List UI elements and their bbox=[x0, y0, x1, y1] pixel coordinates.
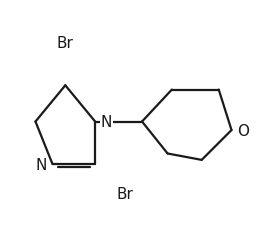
Text: Br: Br bbox=[116, 187, 134, 202]
Text: Br: Br bbox=[57, 36, 74, 51]
Text: N: N bbox=[101, 114, 112, 129]
Text: N: N bbox=[36, 157, 47, 172]
Text: O: O bbox=[237, 123, 249, 138]
